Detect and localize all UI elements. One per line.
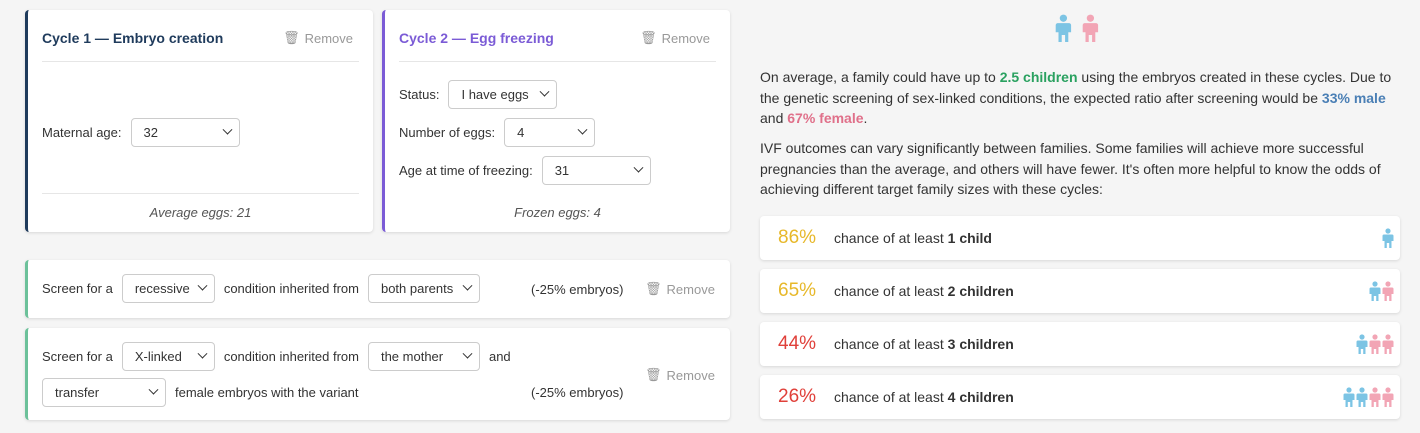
select-value: the mother (380, 349, 444, 364)
summary: On average, a family could have up to 2.… (760, 67, 1405, 129)
person-icon (1369, 387, 1381, 407)
effect: (-25% embryos) (531, 282, 624, 297)
cycle-title: Cycle 1 — Embryo creation (42, 30, 224, 46)
screen-row: Screen for a recessive condition inherit… (42, 274, 480, 303)
person-icon (1343, 387, 1355, 407)
text: and (760, 110, 788, 126)
target: 1 child (947, 230, 992, 246)
select-value: I have eggs (461, 87, 529, 102)
remove-button[interactable]: 🗑 Remove (645, 367, 715, 383)
percent: 86% (778, 227, 817, 248)
person-icon (1356, 334, 1368, 354)
person-icon (1082, 14, 1098, 42)
select-value: 32 (143, 125, 158, 140)
highlight: 33% male (1321, 89, 1386, 106)
select-value: recessive (134, 281, 190, 296)
person-icon (1382, 228, 1394, 248)
select[interactable]: the mother (367, 342, 480, 371)
remove-label: Remove (666, 367, 715, 383)
cycle-card: Cycle 2 — Egg freezing 🗑 Remove Status: I … (382, 10, 730, 232)
text: chance of at least (834, 230, 944, 246)
family-icons (1356, 334, 1394, 354)
select[interactable]: I have eggs (448, 80, 558, 109)
field: Maternal age: 32 (42, 118, 240, 147)
select[interactable]: recessive (121, 274, 215, 303)
field-label: Number of eggs: (399, 125, 496, 140)
cycle-card: Cycle 1 — Embryo creation 🗑 Remove Matern… (25, 10, 373, 232)
odds-row: 26% chance of at least 4 children (760, 375, 1400, 419)
text: and (488, 349, 511, 364)
text: condition inherited from (223, 281, 359, 296)
text: using the embryos created in these cycle… (760, 69, 1392, 106)
select[interactable]: X-linked (121, 342, 215, 371)
effect: (-25% embryos) (531, 385, 624, 400)
remove-label: Remove (304, 30, 353, 46)
target: 3 children (947, 336, 1014, 352)
percent: 65% (778, 280, 817, 301)
text: chance of at least (834, 336, 944, 352)
screen-row: Screen for a X-linked condition inherite… (42, 342, 511, 371)
select-value: 31 (554, 163, 570, 178)
text: condition inherited from (223, 349, 359, 364)
field-label: Status: (399, 87, 440, 102)
target: 2 children (947, 283, 1014, 299)
family-icons (1369, 281, 1394, 301)
cycle-title: Cycle 2 — Egg freezing (399, 30, 554, 46)
remove-label: Remove (661, 30, 710, 46)
family-icons (1382, 228, 1394, 248)
text: chance of at least (834, 389, 944, 405)
select-value: both parents (380, 281, 454, 296)
field-label: Maternal age: (42, 125, 122, 140)
person-icon (1382, 387, 1394, 407)
select[interactable]: 32 (130, 118, 240, 147)
cycle-footer: Frozen eggs: 4 (514, 205, 601, 220)
remove-button[interactable]: 🗑 Remove (283, 30, 353, 46)
person-icon (1369, 334, 1381, 354)
text: chance of at least (834, 283, 944, 299)
text: female embryos with the variant (175, 385, 359, 400)
person-icon (1382, 334, 1394, 354)
percent: 26% (778, 386, 817, 407)
text: Screen for a (42, 281, 113, 296)
person-icon (1382, 281, 1394, 301)
person-icon (1369, 281, 1381, 301)
remove-label: Remove (666, 281, 715, 297)
percent: 44% (778, 333, 817, 354)
text: . (863, 110, 868, 126)
select-value: X-linked (134, 349, 182, 364)
person-icon (1055, 14, 1072, 42)
odds-row: 86% chance of at least 1 child (760, 216, 1400, 260)
highlight: 67% female (787, 110, 864, 126)
odds-row: 44% chance of at least 3 children (760, 322, 1400, 366)
text: Screen for a (42, 349, 113, 364)
summary: IVF outcomes can vary significantly betw… (760, 140, 1381, 197)
family-icons (1055, 14, 1099, 42)
text: On average, a family could have up to (760, 69, 1000, 85)
target: 4 children (947, 389, 1014, 405)
select[interactable]: both parents (367, 274, 480, 303)
select[interactable]: 31 (541, 156, 651, 185)
field-label: Age at time of freezing: (399, 163, 533, 178)
field: Age at time of freezing: 31 (399, 156, 651, 185)
odds-row: 65% chance of at least 2 children (760, 269, 1400, 313)
field: Status: I have eggs (399, 80, 558, 109)
screen-row: transfer female embryos with the variant (42, 378, 359, 407)
select[interactable]: transfer (42, 378, 166, 407)
cycle-footer: Average eggs: 21 (149, 205, 252, 220)
highlight: 2.5 children (999, 69, 1078, 85)
select-value: 4 (517, 125, 525, 140)
screen-card: Screen for a recessive condition inherit… (25, 260, 730, 318)
screen-card: Screen for a X-linked condition inherite… (25, 328, 730, 420)
person-icon (1356, 387, 1368, 407)
select[interactable]: 4 (504, 118, 596, 147)
field: Number of eggs: 4 (399, 118, 596, 147)
family-icons (1343, 387, 1394, 407)
remove-button[interactable]: 🗑 Remove (640, 30, 710, 46)
select-value: transfer (55, 385, 100, 400)
remove-button[interactable]: 🗑 Remove (645, 281, 715, 297)
